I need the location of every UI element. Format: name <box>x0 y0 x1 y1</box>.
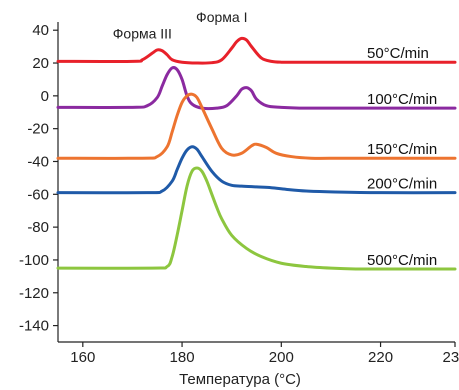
series-line-1 <box>56 66 457 111</box>
y-tick-label: -20 <box>27 121 49 138</box>
y-tick-label: -80 <box>27 219 49 236</box>
series-line-3 <box>56 145 457 195</box>
y-tick-label: -140 <box>19 318 49 335</box>
series-label: 50°C/min <box>367 45 429 62</box>
series-labels: 50°C/min 100°C/min 150°C/min 200°C/min 500°C… <box>367 45 437 269</box>
y-tick-label: -40 <box>27 153 49 170</box>
peak-annotation: Форма I <box>196 9 247 25</box>
series-label: 100°C/min <box>367 91 437 108</box>
x-axis-label: Температура (°C) <box>179 371 301 388</box>
y-tick-label: -60 <box>27 186 49 203</box>
y-tick-label: -120 <box>19 285 49 302</box>
x-tick-label: 180 <box>170 349 195 366</box>
series-line-0 <box>56 36 457 65</box>
x-tick-label: 160 <box>70 349 95 366</box>
series-lines <box>56 36 457 271</box>
x-tick-label: 220 <box>368 349 393 366</box>
series-line-4 <box>56 166 457 271</box>
series-label: 150°C/min <box>367 141 437 158</box>
y-tick-label: -100 <box>19 252 49 269</box>
peak-annotation: Форма III <box>113 25 172 41</box>
annotations: Форма III Форма I <box>113 9 248 41</box>
x-tick-label: 200 <box>269 349 294 366</box>
y-tick-label: 40 <box>32 22 49 39</box>
x-tick-label: 235 <box>442 349 459 366</box>
y-tick-label: 0 <box>41 88 49 105</box>
series-line-2 <box>56 92 457 160</box>
y-tick-label: 20 <box>32 55 49 72</box>
series-label: 500°C/min <box>367 252 437 269</box>
series-label: 200°C/min <box>367 176 437 193</box>
